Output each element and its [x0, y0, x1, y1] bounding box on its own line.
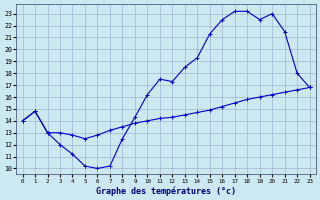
X-axis label: Graphe des températures (°c): Graphe des températures (°c) — [96, 186, 236, 196]
